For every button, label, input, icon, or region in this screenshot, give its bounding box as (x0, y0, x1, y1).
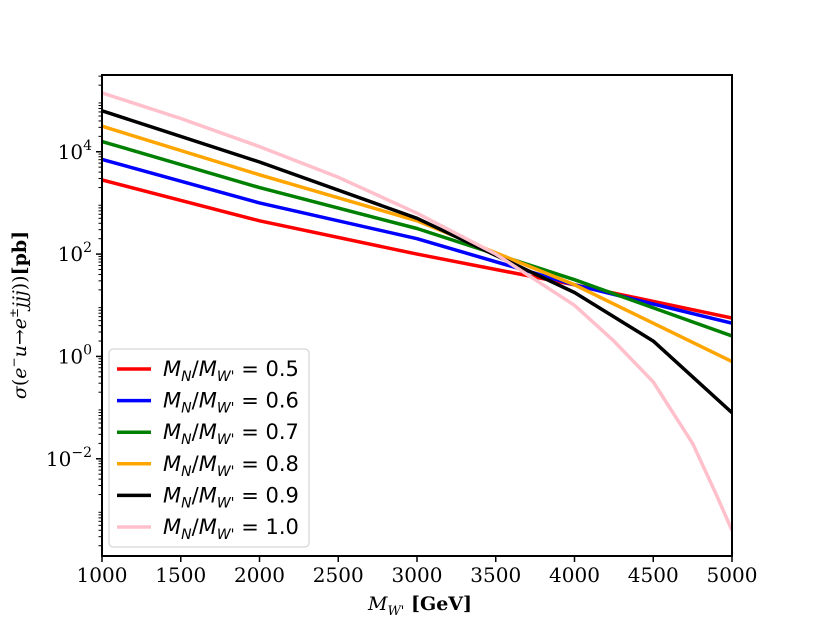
series-line-6 (102, 91, 732, 532)
x-axis: 1000 1500 2000 2500 3000 3500 4000 4500 5000 (77, 556, 758, 587)
series-line-4 (102, 124, 732, 364)
x-tick-label: 3500 (470, 563, 521, 587)
x-tick-label: 4500 (628, 563, 679, 587)
y-axis: 10−2 100 102 104 (46, 75, 102, 547)
x-tick-label: 2000 (234, 563, 285, 587)
legend-label-1: MN/MW' = 0.5 (163, 357, 299, 385)
y-tick-label: 10−2 (46, 445, 92, 471)
legend-label-6: MN/MW' = 1.0 (163, 515, 299, 543)
legend-label-3: MN/MW' = 0.7 (163, 420, 299, 448)
x-axis-title: MW' [GeV] (367, 593, 472, 619)
x-tick-label: 2500 (313, 563, 364, 587)
legend-label-5: MN/MW' = 0.9 (163, 483, 299, 511)
legend-label-2: MN/MW' = 0.6 (163, 389, 299, 417)
y-tick-label: 100 (58, 342, 92, 368)
series-layer (102, 91, 732, 532)
x-tick-label: 5000 (707, 563, 758, 587)
legend-label-4: MN/MW' = 0.8 (163, 452, 299, 480)
series-line-3 (102, 139, 732, 338)
x-tick-label: 1000 (77, 563, 128, 587)
x-tick-label: 4000 (549, 563, 600, 587)
x-tick-label: 1500 (155, 563, 206, 587)
y-tick-label: 102 (58, 240, 92, 266)
y-axis-title: σ(e−u→e±jjj))[pb] (7, 231, 31, 399)
x-tick-label: 3000 (392, 563, 443, 587)
legend: MN/MW' = 0.5 MN/MW' = 0.6 MN/MW' = 0.7 MN/M… (108, 348, 310, 548)
y-tick-label: 104 (58, 138, 92, 164)
legend-box (108, 348, 310, 548)
